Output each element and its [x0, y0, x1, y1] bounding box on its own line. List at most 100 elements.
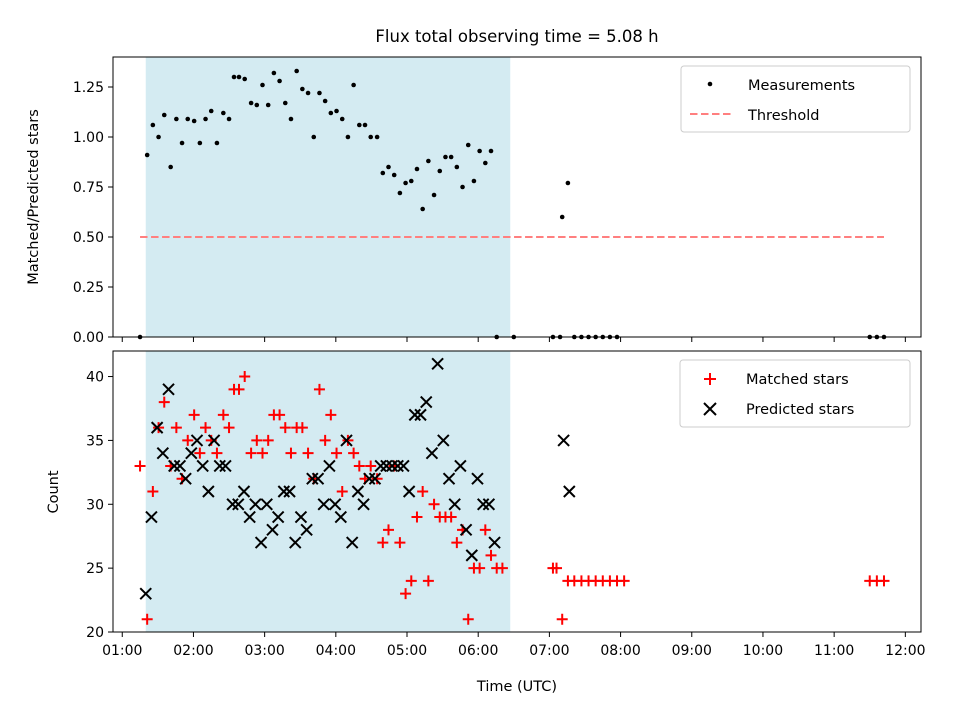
ratio-y-tick-label: 0.00: [73, 330, 104, 346]
predicted-star-marker: [317, 498, 330, 511]
count-x-tick-label: 01:00: [102, 643, 142, 659]
measurement-point: [231, 74, 237, 80]
predicted-star-marker: [260, 498, 273, 511]
predicted-star-marker: [563, 485, 576, 498]
matched-star-marker: [217, 409, 229, 421]
predicted-star-marker: [459, 523, 473, 537]
measurement-point: [191, 118, 197, 124]
predicted-star-marker: [306, 472, 319, 485]
matched-star-marker: [302, 447, 314, 459]
measurement-point: [248, 100, 254, 106]
predicted-star-marker: [219, 459, 232, 473]
measurement-point: [294, 68, 299, 74]
matched-star-marker: [496, 562, 508, 574]
predicted-star-marker: [437, 434, 450, 447]
predicted-star-marker: [185, 446, 198, 460]
matched-star-marker: [285, 447, 297, 459]
matched-star-marker: [211, 447, 223, 459]
predicted-star-marker: [243, 510, 256, 524]
measurement-point: [437, 168, 443, 174]
chart-title: Flux total observing time = 5.08 h: [375, 27, 658, 46]
matched-star-marker: [417, 486, 429, 497]
measurement-point: [282, 100, 288, 106]
measurement-point: [156, 134, 161, 140]
count-x-tick-label: 05:00: [387, 643, 427, 659]
matched-star-marker: [313, 383, 325, 395]
matched-star-marker: [479, 524, 491, 536]
measurement-point: [420, 206, 425, 212]
count-x-tick-label: 03:00: [244, 643, 284, 659]
ratio-y-label: Matched/Predicted stars: [26, 109, 42, 285]
matched-star-marker: [485, 549, 497, 561]
measurement-point: [311, 134, 317, 140]
count-y-tick-label: 35: [86, 433, 104, 449]
predicted-star-marker: [226, 498, 239, 511]
measurement-point: [317, 90, 322, 96]
predicted-star-marker: [190, 434, 204, 447]
measurement-point: [448, 154, 454, 160]
predicted-star-marker: [237, 485, 251, 498]
measurement-point: [168, 164, 173, 170]
matched-star-marker: [411, 511, 423, 523]
measurement-point: [397, 190, 403, 196]
measurement-point: [465, 142, 471, 148]
matched-star-marker: [200, 422, 212, 434]
predicted-star-marker: [391, 459, 404, 473]
measurement-point: [300, 86, 305, 92]
predicted-star-marker: [271, 510, 285, 524]
matched-star-marker: [239, 371, 251, 383]
predicted-star-marker: [357, 498, 370, 511]
matched-star-marker: [405, 575, 417, 587]
count-x-tick-label: 07:00: [529, 643, 569, 659]
ratio-y-ticks: 0.00 0.25 0.50 0.75 1.00 1.25: [73, 80, 113, 346]
x-axis-label: Time (UTC): [476, 679, 557, 695]
measurement-point: [426, 158, 431, 164]
measurement-point: [271, 70, 277, 76]
measurement-point: [403, 180, 408, 186]
predicted-star-marker: [328, 498, 342, 511]
ratio-band: [145, 57, 511, 337]
matched-star-marker: [251, 434, 263, 446]
matched-star-marker: [194, 447, 206, 459]
matched-star-marker: [353, 460, 365, 472]
count-y-tick-label: 20: [86, 625, 104, 641]
measurement-point: [260, 82, 265, 88]
predicted-star-marker: [340, 434, 353, 447]
measurement-point: [254, 102, 260, 108]
predicted-star-marker: [249, 498, 262, 511]
measurement-point: [208, 108, 214, 114]
ratio-legend-box: [680, 65, 911, 133]
ratio-panel: 0.00 0.25 0.50 0.75 1.00 1.25 Matched/Predict…: [26, 56, 922, 346]
predicted-star-marker: [196, 459, 209, 473]
measurement-point: [565, 180, 571, 186]
predicted-star-marker: [368, 472, 382, 485]
predicted-star-marker: [408, 408, 422, 422]
predicted-star-marker: [168, 459, 181, 473]
predicted-star-marker: [380, 459, 393, 473]
measurement-point: [214, 140, 220, 146]
ratio-y-tick-label: 1.00: [73, 130, 104, 146]
matched-star-marker: [878, 575, 890, 587]
predicted-star-marker: [207, 434, 221, 447]
predicted-star-marker: [202, 485, 215, 498]
measurement-point: [197, 140, 203, 146]
predicted-star-marker: [465, 549, 479, 562]
measurement-point: [488, 148, 494, 154]
predicted-star-marker: [311, 472, 325, 485]
predicted-star-marker: [139, 587, 152, 600]
predicted-star-marker: [156, 446, 170, 460]
measurement-point: [460, 184, 465, 190]
count-x-ticks: 01:00 02:00 03:00 04:00 05:00 06:00 07:00 08:00…: [102, 632, 926, 659]
predicted-star-marker: [431, 357, 444, 370]
count-y-label: Count: [46, 470, 62, 513]
matched-star-marker: [141, 613, 153, 625]
matched-star-marker: [474, 562, 486, 574]
count-axes-frame: [112, 350, 922, 633]
predicted-star-marker: [454, 459, 467, 473]
matched-star-marker: [233, 383, 245, 395]
matched-star-marker: [223, 422, 235, 434]
matched-star-marker: [445, 511, 457, 523]
matched-star-marker: [400, 588, 412, 600]
predicted-star-marker: [385, 459, 399, 473]
measurement-point: [408, 178, 414, 184]
